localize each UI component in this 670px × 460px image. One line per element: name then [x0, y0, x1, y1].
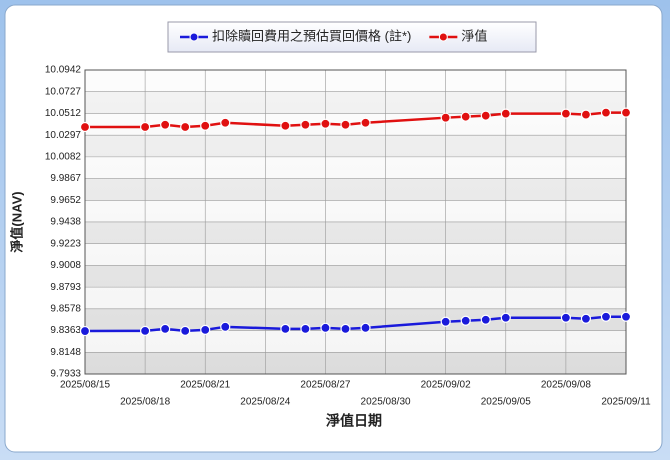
- data-point: [440, 316, 451, 327]
- y-tick-label: 10.0082: [45, 152, 82, 163]
- data-point: [320, 118, 331, 129]
- data-point: [340, 119, 351, 130]
- data-point: [280, 120, 291, 131]
- data-point: [460, 111, 471, 122]
- y-tick-label: 9.8578: [50, 303, 81, 314]
- y-tick-label: 9.9652: [50, 195, 81, 206]
- data-point: [500, 312, 511, 323]
- legend-label: 淨值: [461, 28, 487, 43]
- x-tick-label: 2025/09/02: [421, 380, 471, 391]
- data-point: [220, 117, 231, 128]
- grid-band: [85, 287, 626, 309]
- y-tick-label: 9.9223: [50, 238, 81, 249]
- data-point: [140, 325, 151, 336]
- data-point: [160, 323, 171, 334]
- y-tick-label: 9.8793: [50, 282, 81, 293]
- x-axis-label: 淨值日期: [326, 413, 382, 429]
- grid-band: [85, 70, 626, 92]
- plot-border: [84, 69, 627, 375]
- x-tick-label: 2025/08/30: [361, 397, 411, 408]
- grid-band: [85, 330, 626, 353]
- y-tick-label: 10.0512: [45, 108, 82, 119]
- x-tick-label: 2025/08/21: [180, 380, 230, 391]
- legend: [167, 21, 537, 53]
- data-point: [220, 321, 231, 332]
- y-tick-label: 9.7933: [50, 369, 81, 380]
- data-point: [300, 119, 311, 130]
- data-point: [480, 314, 491, 325]
- data-point: [620, 311, 632, 322]
- data-point: [560, 108, 571, 119]
- data-point: [360, 322, 371, 333]
- y-tick-label: 10.0942: [45, 65, 82, 76]
- data-point: [280, 323, 291, 334]
- data-point: [600, 107, 612, 118]
- y-tick-label: 9.8148: [50, 347, 81, 358]
- data-point: [340, 323, 351, 334]
- y-tick-label: 10.0297: [45, 130, 82, 141]
- y-tick-label: 9.9438: [50, 217, 81, 228]
- x-tick-label: 2025/09/11: [601, 397, 651, 408]
- x-tick-label: 2025/08/24: [240, 397, 290, 408]
- data-point: [560, 312, 571, 323]
- grid-band: [85, 243, 626, 266]
- data-point: [480, 110, 491, 121]
- data-point: [460, 315, 471, 326]
- x-tick-label: 2025/09/05: [481, 397, 531, 408]
- data-point: [600, 311, 612, 322]
- y-tick-label: 9.8363: [50, 325, 81, 336]
- legend-marker: [438, 32, 448, 42]
- data-point: [580, 313, 592, 324]
- y-tick-label: 9.9008: [50, 260, 81, 271]
- data-point: [580, 109, 592, 120]
- grid-band: [85, 156, 626, 179]
- data-point: [320, 322, 331, 333]
- data-point: [620, 107, 632, 118]
- data-point: [160, 119, 171, 130]
- data-point: [440, 112, 451, 123]
- data-point: [200, 120, 211, 131]
- legend-label: 扣除贖回費用之預估買回價格 (註*): [212, 28, 411, 43]
- data-point: [500, 108, 511, 119]
- y-tick-label: 10.0727: [45, 86, 82, 97]
- legend-marker: [189, 32, 199, 42]
- data-point: [79, 325, 91, 337]
- y-tick-label: 9.9867: [50, 173, 81, 184]
- data-point: [140, 121, 151, 133]
- data-point: [79, 121, 91, 133]
- data-point: [300, 323, 311, 334]
- x-tick-label: 2025/09/08: [541, 380, 591, 391]
- y-axis-label: 淨值(NAV): [9, 191, 24, 252]
- data-point: [360, 117, 371, 128]
- data-point: [180, 325, 191, 336]
- data-point: [200, 324, 211, 335]
- grid-band: [85, 200, 626, 222]
- x-tick-label: 2025/08/15: [60, 380, 110, 391]
- x-tick-label: 2025/08/18: [120, 397, 170, 408]
- x-tick-label: 2025/08/27: [300, 380, 350, 391]
- data-point: [180, 121, 191, 133]
